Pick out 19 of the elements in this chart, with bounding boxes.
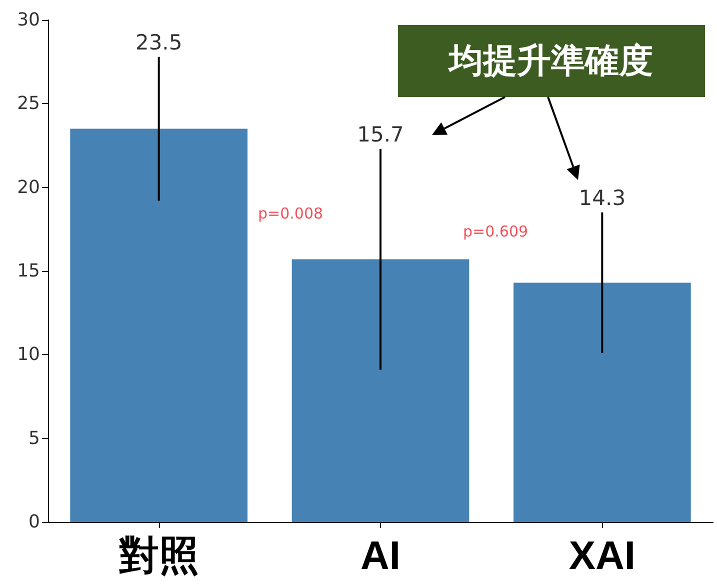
y-tick-label: 15 bbox=[17, 260, 40, 282]
x-tick-label: 對照 bbox=[118, 534, 199, 578]
annotation: 23.5 bbox=[135, 30, 182, 54]
bar bbox=[514, 282, 691, 522]
bar bbox=[70, 128, 248, 522]
y-tick-label: 20 bbox=[17, 176, 40, 198]
y-tick-label: 5 bbox=[28, 428, 40, 449]
y-tick-label: 25 bbox=[17, 93, 40, 114]
x-tick-label: AI bbox=[360, 534, 400, 578]
y-tick-label: 30 bbox=[17, 10, 40, 30]
bar bbox=[292, 259, 470, 522]
annotation: 15.7 bbox=[357, 122, 404, 146]
x-tick-label: XAI bbox=[568, 534, 636, 578]
annotation: p=0.008 bbox=[258, 204, 324, 222]
annotation: p=0.609 bbox=[463, 222, 528, 240]
y-tick-label: 0 bbox=[28, 512, 40, 532]
y-tick-label: 10 bbox=[17, 344, 40, 366]
annotation: 14.3 bbox=[578, 186, 626, 210]
annotation: 均提升準確度 bbox=[447, 42, 653, 80]
